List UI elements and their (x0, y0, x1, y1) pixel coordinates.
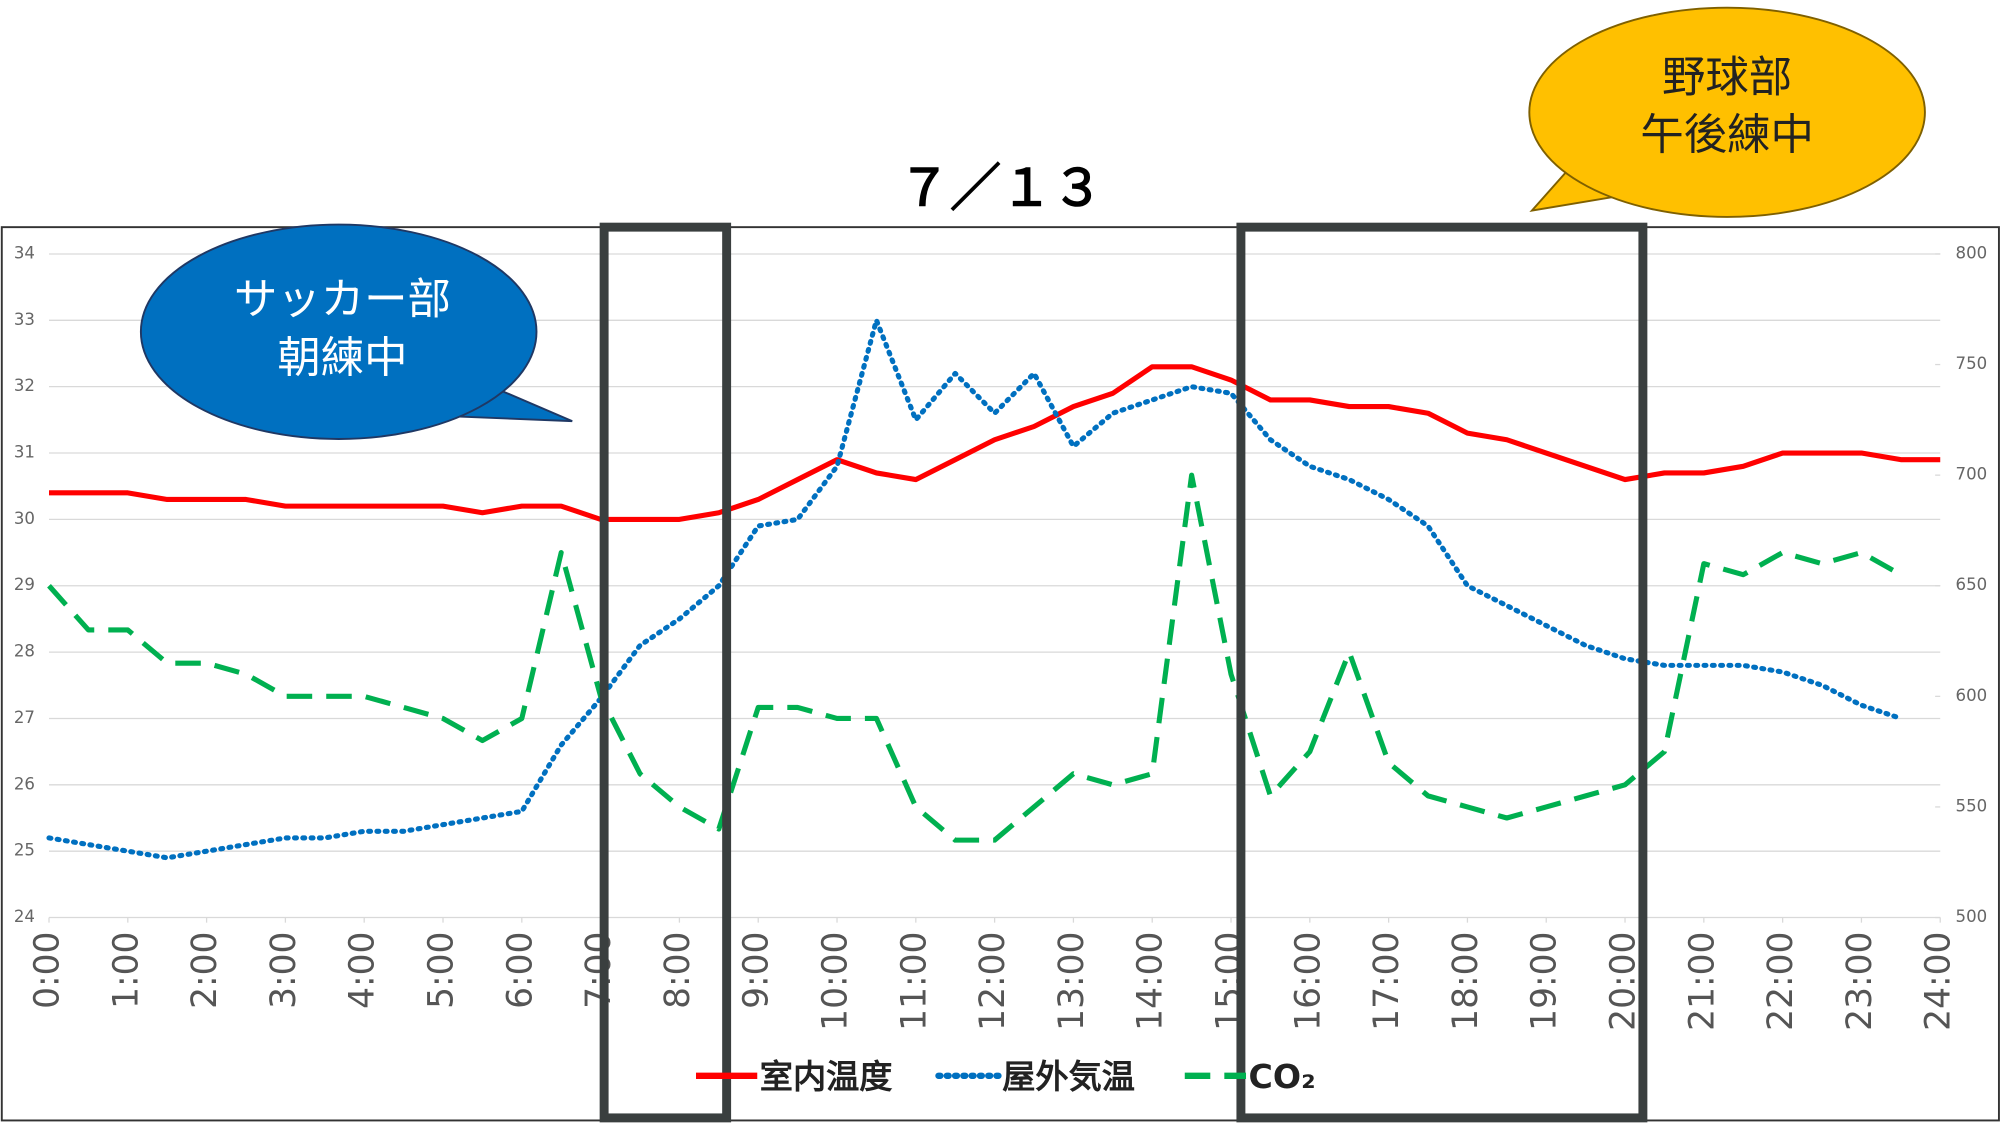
y-tick-label: 34 (14, 243, 35, 262)
callout-text: 野球部 (1662, 53, 1792, 103)
legend-label: 屋外気温 (1002, 1057, 1135, 1096)
y2-tick-label: 700 (1956, 465, 1988, 484)
y-tick-label: 29 (14, 575, 35, 594)
x-tick-label: 9:00 (737, 932, 777, 1009)
y-tick-label: 32 (14, 376, 35, 395)
x-tick-label: 12:00 (973, 932, 1013, 1031)
y-tick-label: 31 (14, 443, 35, 462)
callout-bubble (1528, 6, 1926, 218)
x-tick-label: 5:00 (422, 932, 462, 1009)
x-tick-label: 20:00 (1604, 932, 1644, 1031)
x-tick-label: 1:00 (106, 932, 146, 1009)
legend-label: CO₂ (1249, 1057, 1316, 1096)
x-tick-label: 4:00 (343, 932, 383, 1009)
callout: サッカー部 朝練中 (139, 223, 573, 440)
callout-text: サッカー部 (234, 275, 451, 325)
y2-tick-label: 600 (1956, 686, 1988, 705)
x-tick-label: 17:00 (1367, 932, 1407, 1031)
y-tick-label: 28 (14, 642, 35, 661)
x-tick-label: 11:00 (894, 932, 934, 1031)
y-tick-label: 33 (14, 310, 35, 329)
legend-label: 室内温度 (760, 1057, 893, 1096)
callout: 野球部 午後練中 (1528, 6, 1926, 218)
plot-area: 24 25 26 27 28 29 30 31 32 33 34 500 550 600 650 700 750… (14, 243, 1987, 1030)
x-tick-label: 13:00 (1052, 932, 1092, 1031)
chart-title: ７／１３ (899, 159, 1103, 218)
series-line (47, 472, 1903, 843)
callout-text: 朝練中 (277, 334, 407, 384)
x-tick-label: 16:00 (1288, 932, 1328, 1031)
y-tick-label: 26 (14, 774, 35, 793)
callout-bubble (139, 223, 538, 440)
x-tick-label: 21:00 (1682, 932, 1722, 1031)
y2-tick-label: 550 (1956, 796, 1988, 815)
x-tick-label: 6:00 (500, 932, 540, 1009)
x-tick-label: 24:00 (1919, 932, 1959, 1031)
highlight-box (1236, 222, 1648, 1123)
y-tick-label: 25 (14, 841, 35, 860)
x-tick-label: 8:00 (658, 932, 698, 1009)
x-tick-label: 7:00 (579, 932, 619, 1009)
y-tick-label: 24 (14, 907, 35, 926)
y2-tick-label: 750 (1956, 354, 1988, 373)
y-tick-label: 30 (14, 509, 35, 528)
x-tick-label: 3:00 (264, 932, 304, 1009)
y2-tick-label: 500 (1956, 907, 1988, 926)
x-tick-label: 14:00 (1131, 932, 1171, 1031)
x-tick-label: 0:00 (28, 932, 68, 1009)
x-tick-label: 22:00 (1761, 932, 1801, 1031)
x-tick-label: 19:00 (1525, 932, 1565, 1031)
y-tick-label: 27 (14, 708, 35, 727)
series-line (49, 364, 1941, 522)
x-tick-label: 23:00 (1840, 932, 1880, 1031)
series-line (46, 317, 1904, 861)
highlight-box (599, 222, 732, 1123)
x-tick-label: 18:00 (1446, 932, 1486, 1031)
x-tick-label: 2:00 (185, 932, 225, 1009)
y2-tick-label: 800 (1956, 243, 1988, 262)
callout-text: 午後練中 (1640, 110, 1814, 160)
x-tick-label: 10:00 (816, 932, 856, 1031)
y2-tick-label: 650 (1956, 575, 1988, 594)
